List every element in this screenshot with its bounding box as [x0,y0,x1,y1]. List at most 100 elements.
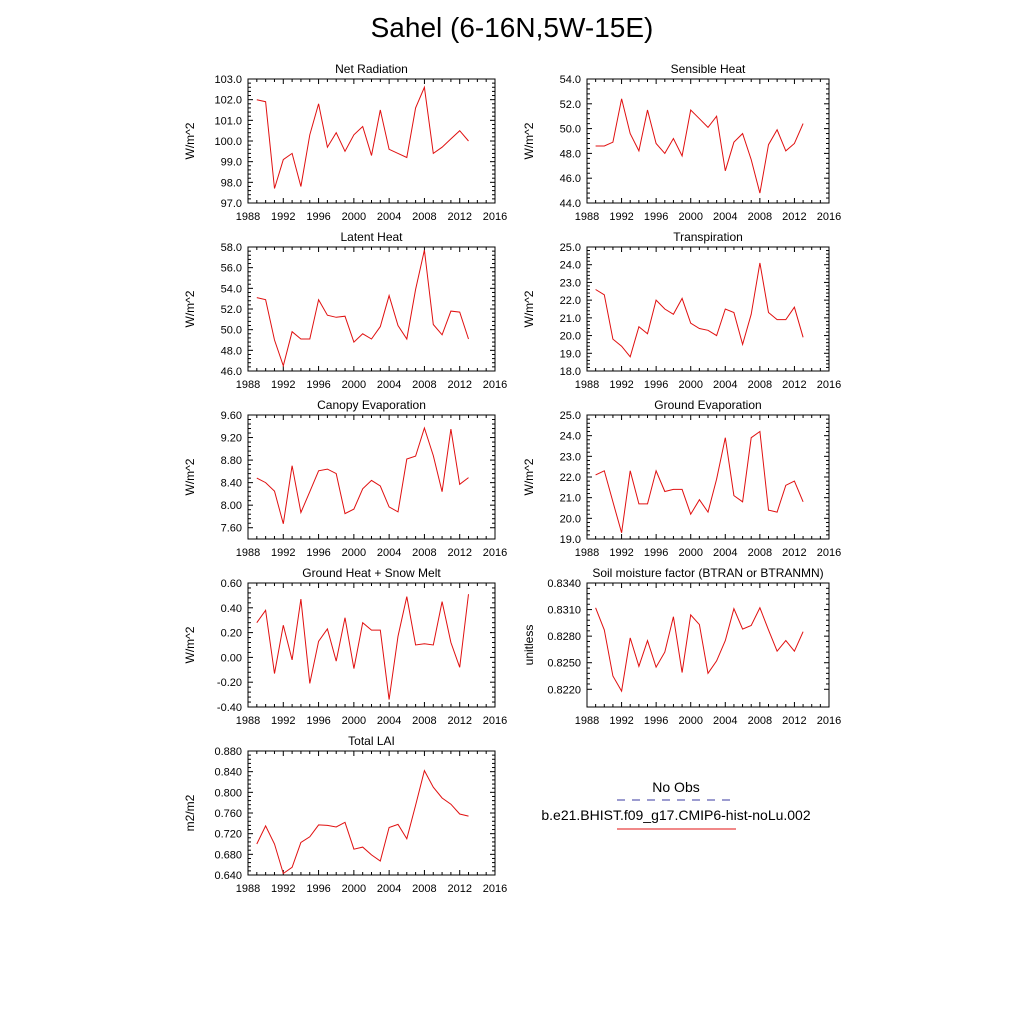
panel-ground-heat-snow-melt: 1988 1992 1996 2000 2004 2008 2012 2016 -0.40 -0.… [183,566,507,727]
x-tick-label: 2012 [782,715,806,727]
panels-group: 1988 1992 1996 2000 2004 2008 2012 2016 97.0 98.0… [183,62,841,895]
x-tick-label: 2000 [678,547,702,559]
x-tick-label: 2008 [748,379,772,391]
y-tick-label: 99.0 [221,157,242,169]
panel-title: Ground Heat + Snow Melt [302,566,441,580]
x-tick-label: 2016 [817,379,841,391]
y-tick-label: 22.0 [560,472,581,484]
y-tick-label: 24.0 [560,431,581,443]
y-tick-label: 0.00 [221,652,242,664]
y-tick-label: 0.680 [214,849,242,861]
legend-label-model: b.e21.BHIST.f09_g17.CMIP6-hist-noLu.002 [541,807,810,823]
x-tick-label: 2004 [377,883,401,895]
x-tick-label: 1992 [271,211,295,223]
x-tick-label: 1992 [609,715,633,727]
y-tick-label: 0.20 [221,628,242,640]
x-tick-label: 1996 [306,883,330,895]
x-tick-label: 2008 [748,715,772,727]
y-tick-label: 0.880 [214,746,242,758]
plot-frame [247,582,496,708]
series-line [256,769,469,875]
x-tick-label: 1992 [271,379,295,391]
panel-net-radiation: 1988 1992 1996 2000 2004 2008 2012 2016 97.0 98.0… [183,62,507,223]
y-tick-label: 46.0 [221,366,242,378]
x-tick-label: 1992 [271,883,295,895]
y-axis-label: m2/m2 [183,794,197,831]
x-tick-label: 1988 [575,379,599,391]
y-tick-label: 19.0 [560,534,581,546]
panel-transpiration: 1988 1992 1996 2000 2004 2008 2012 2016 18.0 19.0… [522,230,841,391]
x-tick-label: 2000 [342,715,366,727]
y-tick-label: -0.40 [217,702,242,714]
plot-frame [247,750,496,876]
y-tick-label: 0.8310 [547,605,581,617]
series-line [256,249,469,368]
x-tick-label: 1996 [306,715,330,727]
x-tick-label: 2012 [447,211,471,223]
x-tick-label: 2012 [447,379,471,391]
y-tick-label: 25.0 [560,242,581,254]
panel-title: Canopy Evaporation [317,398,426,412]
x-tick-label: 1988 [236,883,260,895]
y-tick-label: 48.0 [560,148,581,160]
x-tick-label: 2004 [377,715,401,727]
y-tick-label: 0.840 [214,767,242,779]
x-tick-label: 2016 [817,715,841,727]
y-tick-label: 48.0 [221,345,242,357]
y-tick-label: 101.0 [214,115,242,127]
x-tick-label: 2016 [483,715,507,727]
y-tick-label: 46.0 [560,173,581,185]
y-tick-label: 100.0 [214,136,242,148]
panel-sensible-heat: 1988 1992 1996 2000 2004 2008 2012 2016 44.0 46.0… [522,62,841,223]
y-tick-label: 0.60 [221,578,242,590]
x-tick-label: 2004 [377,547,401,559]
y-tick-label: 22.0 [560,295,581,307]
x-tick-label: 2008 [412,547,436,559]
y-tick-label: 54.0 [560,74,581,86]
x-tick-label: 1992 [609,211,633,223]
y-axis-label: W/m^2 [522,458,536,495]
y-tick-label: 9.20 [221,433,242,445]
y-tick-label: 52.0 [560,99,581,111]
plot-frame [247,414,496,540]
y-axis-label: W/m^2 [183,122,197,159]
plot-frame [247,78,496,204]
x-tick-label: 2012 [782,211,806,223]
y-tick-label: 0.640 [214,870,242,882]
series-line [595,430,804,533]
plot-frame [247,246,496,372]
x-tick-label: 1988 [575,211,599,223]
panel-latent-heat: 1988 1992 1996 2000 2004 2008 2012 2016 46.0 48.0… [183,230,507,391]
y-tick-label: 0.800 [214,787,242,799]
x-tick-label: 2012 [447,883,471,895]
figure-title: Sahel (6-16N,5W-15E) [370,12,654,43]
x-tick-label: 1996 [644,715,668,727]
x-tick-label: 1996 [644,211,668,223]
y-tick-label: 7.60 [221,523,242,535]
series-line [595,98,804,194]
y-tick-label: 8.00 [221,500,242,512]
y-tick-label: 24.0 [560,260,581,272]
x-tick-label: 2012 [447,715,471,727]
panel-title: Net Radiation [335,62,408,76]
plot-frame [586,582,830,708]
y-tick-label: 0.40 [221,603,242,615]
x-tick-label: 1996 [644,547,668,559]
y-tick-label: 56.0 [221,263,242,275]
y-tick-label: 0.760 [214,808,242,820]
x-tick-label: 2016 [483,547,507,559]
y-axis-label: W/m^2 [183,458,197,495]
y-axis-label: W/m^2 [522,122,536,159]
x-tick-label: 1988 [236,715,260,727]
panel-ground-evaporation: 1988 1992 1996 2000 2004 2008 2012 2016 19.0 20.0… [522,398,841,559]
x-tick-label: 1992 [271,715,295,727]
y-tick-label: -0.20 [217,677,242,689]
series-line [256,426,469,524]
y-tick-label: 97.0 [221,198,242,210]
panel-title: Transpiration [673,230,743,244]
x-tick-label: 2016 [817,547,841,559]
x-tick-label: 2000 [342,547,366,559]
y-tick-label: 18.0 [560,366,581,378]
y-tick-label: 9.60 [221,410,242,422]
x-tick-label: 2004 [713,379,737,391]
